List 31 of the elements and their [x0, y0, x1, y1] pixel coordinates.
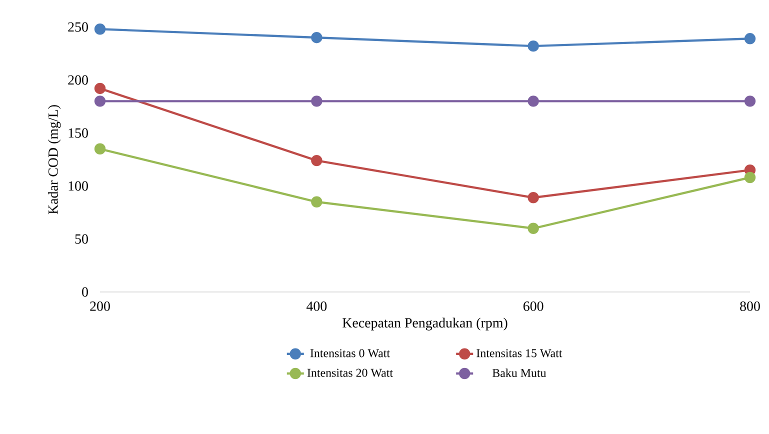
point [744, 172, 756, 184]
legend-label: Baku Mutu [492, 368, 546, 378]
point [744, 33, 756, 44]
legend-label: Intensitas 15 Watt [476, 349, 562, 358]
point [311, 154, 322, 166]
y-axis-title: Kadar COD (mg/L) [48, 105, 61, 214]
legend-label: Intensitas 0 Watt [310, 349, 390, 358]
point [94, 143, 106, 154]
y-tick-label: 250 [68, 22, 88, 32]
point [528, 222, 539, 234]
x-tick-label: 200 [90, 302, 110, 311]
x-tick-label: 600 [523, 302, 544, 311]
y-tick-label: 0 [82, 287, 88, 297]
y-tick-label: 100 [68, 181, 88, 191]
point [311, 96, 322, 107]
legend-label: Intensitas 20 Watt [307, 368, 393, 377]
point [528, 40, 539, 52]
y-tick-label: 200 [68, 75, 88, 85]
x-tick-label: 800 [740, 302, 760, 311]
point [528, 192, 539, 204]
point [94, 24, 106, 35]
point [311, 32, 322, 44]
point [311, 196, 322, 208]
point [528, 96, 539, 107]
x-tick-label: 400 [306, 302, 327, 311]
point [94, 82, 106, 94]
point [94, 96, 106, 107]
y-tick-label: 50 [75, 234, 88, 244]
point [744, 96, 756, 107]
y-tick-label: 150 [68, 128, 88, 138]
x-axis-title: Kecepatan Pengadukan (rpm) [342, 318, 508, 330]
